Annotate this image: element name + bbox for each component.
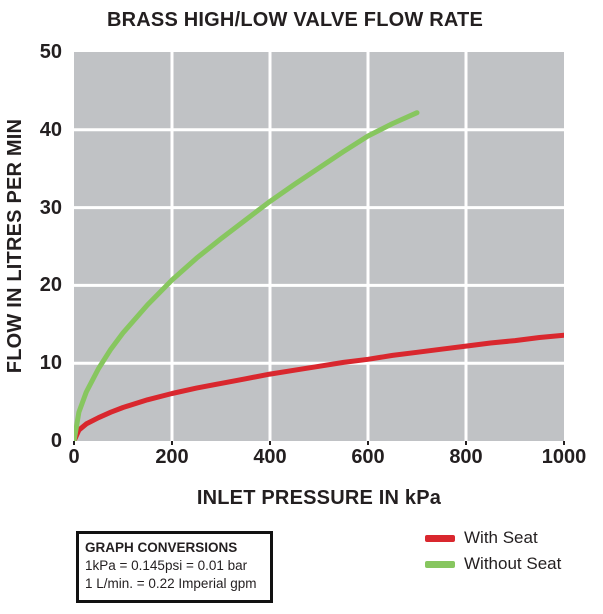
legend-swatch — [425, 560, 455, 568]
graph-conversions-title: GRAPH CONVERSIONS — [85, 540, 238, 555]
x-tick-label-800: 800 — [449, 446, 483, 468]
y-tick-label-0: 0 — [50, 430, 62, 452]
legend-swatch — [425, 534, 455, 542]
x-tick-mark-400 — [269, 441, 271, 445]
graph-conversions-lines: 1kPa = 0.145psi = 0.01 bar 1 L/min. = 0.2… — [85, 557, 267, 593]
x-axis-label: INLET PRESSURE IN kPa — [196, 487, 442, 509]
x-tick-label-0: 0 — [68, 446, 80, 468]
x-tick-label-400: 400 — [253, 446, 287, 468]
legend-label: With Seat — [464, 528, 538, 547]
graph-conversions-box: GRAPH CONVERSIONS 1kPa = 0.145psi = 0.01… — [76, 531, 273, 603]
x-tick-mark-800 — [465, 441, 467, 445]
y-tick-label-40: 40 — [39, 118, 62, 141]
plot-area — [74, 52, 564, 441]
legend-item-with-seat: With Seat — [425, 528, 561, 548]
legend-label: Without Seat — [464, 554, 562, 573]
x-tick-mark-1000 — [563, 441, 565, 445]
y-axis-label: FLOW IN LITRES PER MIN — [4, 118, 26, 374]
x-tick-label-600: 600 — [351, 446, 385, 468]
x-tick-label-1000: 1000 — [541, 446, 587, 468]
y-tick-label-30: 30 — [39, 196, 62, 219]
plot-background — [74, 52, 564, 441]
x-tick-label-200: 200 — [155, 446, 189, 468]
plot-svg — [74, 52, 564, 441]
y-tick-label-20: 20 — [39, 274, 62, 297]
chart-title: BRASS HIGH/LOW VALVE FLOW RATE — [107, 9, 483, 31]
series-curve-with-seat — [74, 332, 564, 441]
x-tick-mark-200 — [171, 441, 173, 445]
y-tick-label-50: 50 — [39, 41, 62, 63]
x-tick-mark-0 — [73, 441, 75, 445]
conversion-line: 1 L/min. = 0.22 Imperial gpm — [85, 576, 257, 592]
conversion-line: 1kPa = 0.145psi = 0.01 bar — [85, 558, 248, 574]
series-curve-without-seat — [74, 110, 420, 441]
legend-item-without-seat: Without Seat — [425, 554, 561, 574]
x-tick-mark-600 — [367, 441, 369, 445]
chart-legend: With Seat Without Seat — [425, 528, 561, 580]
y-tick-label-10: 10 — [39, 352, 62, 375]
